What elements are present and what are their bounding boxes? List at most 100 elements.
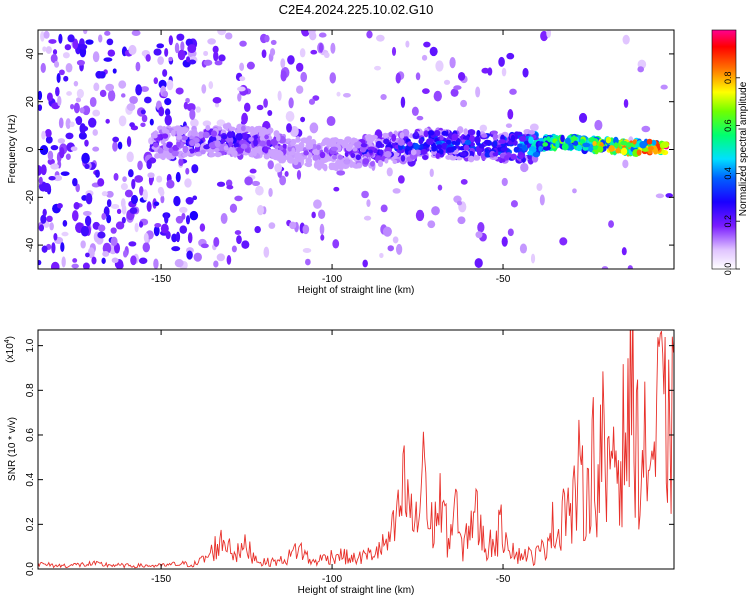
spectrogram-ridge-cell — [451, 145, 457, 151]
spectrogram-noise-cell — [501, 236, 508, 247]
spectrogram-ridge-cell — [290, 140, 296, 147]
spectrogram-noise-cell — [330, 42, 336, 54]
spectrogram-noise-cell — [162, 69, 168, 77]
spectrogram-noise-cell — [236, 235, 242, 245]
spectrogram-noise-cell — [239, 76, 246, 82]
spectrogram-noise-cell — [124, 189, 133, 198]
spectrogram-noise-cell — [164, 47, 169, 57]
spectrogram-noise-cell — [105, 118, 110, 124]
spectrogram-noise-cell — [41, 245, 48, 253]
spectrogram-ridge-cell — [420, 148, 428, 155]
spectrogram-noise-cell — [214, 102, 220, 108]
spectrogram-noise-cell — [92, 109, 101, 117]
spectrogram-noise-cell — [255, 185, 264, 196]
spectrogram-noise-cell — [226, 255, 232, 265]
spectrogram-noise-cell — [641, 125, 651, 133]
spectrogram-ridge-cell — [190, 128, 198, 137]
spectrogram-ridge-cell — [182, 153, 188, 158]
spectrogram-noise-cell — [267, 160, 274, 170]
spectrogram-noise-cell — [214, 60, 223, 66]
spectrogram-noise-cell — [382, 226, 392, 237]
colorbar-label: Normalized spectral amplitude — [738, 81, 749, 216]
spectrogram-x-ticks: -150 -100 -50 — [151, 30, 511, 285]
spectrogram-cells — [38, 30, 674, 269]
spectrogram-noise-cell — [280, 70, 287, 82]
spectrogram-noise-cell — [82, 262, 90, 269]
spectrogram-noise-cell — [105, 190, 114, 198]
spectrogram-noise-cell — [142, 189, 148, 201]
spectrogram-noise-cell — [81, 152, 90, 164]
spectrogram-noise-cell — [126, 136, 132, 147]
spectrogram-noise-cell — [95, 169, 100, 178]
spectrogram-noise-cell — [164, 98, 172, 106]
spectrogram-noise-cell — [181, 212, 186, 220]
spectrogram-noise-cell — [175, 215, 184, 224]
colorbar-tick-label: 0.8 — [723, 72, 733, 85]
spectrogram-noise-cell — [53, 174, 63, 182]
spectrogram-noise-cell — [127, 169, 134, 178]
spectrogram-noise-cell — [56, 203, 63, 209]
spectrogram-noise-cell — [50, 163, 59, 170]
spectrogram-noise-cell — [475, 231, 483, 239]
spectrogram-noise-cell — [140, 109, 146, 115]
spectrogram-noise-cell — [72, 38, 79, 50]
spectrogram-y-ticks: -40 -20 0 20 40 — [25, 48, 674, 252]
spectrogram-ridge-cell — [345, 144, 353, 152]
spectrogram-noise-cell — [67, 34, 75, 43]
spectrogram-ridge-cell — [492, 133, 498, 142]
spectrogram-noise-cell — [157, 56, 164, 65]
colorbar-tick-label: 0.6 — [723, 119, 733, 132]
spectrogram-noise-cell — [433, 90, 442, 102]
spectrogram-noise-cell — [98, 224, 106, 232]
spectrogram-ridge-cell — [228, 126, 236, 131]
spectrogram-noise-cell — [65, 153, 71, 160]
spectrogram-noise-cell — [213, 260, 219, 268]
snr-y-ticks: 0.0 0.2 0.4 0.6 0.8 1.0 — [25, 338, 674, 576]
spectrogram-ridge-cell — [561, 143, 569, 151]
spectrogram-ridge-cell — [170, 129, 176, 137]
spectrogram-y-tick-label: -20 — [25, 190, 36, 205]
spectrogram-noise-cell — [121, 216, 126, 224]
spectrogram-ridge-cell — [158, 153, 165, 159]
spectrogram-ridge-cell — [473, 154, 481, 161]
spectrogram-ridge-cell — [484, 148, 490, 153]
svg-text:(x104): (x104) — [4, 336, 16, 363]
spectrogram-noise-cell — [59, 147, 65, 159]
spectrogram-noise-cell — [126, 103, 136, 111]
spectrogram-noise-cell — [80, 240, 86, 249]
spectrogram-ridge-cell — [446, 146, 453, 153]
spectrogram-noise-cell — [460, 99, 468, 108]
spectrogram-noise-cell — [65, 118, 71, 130]
spectrogram-noise-cell — [241, 112, 248, 125]
spectrogram-noise-cell — [302, 224, 310, 235]
spectrogram-ridge-cell — [518, 135, 527, 142]
spectrogram-noise-cell — [38, 224, 45, 232]
spectrogram-ridge-cell — [323, 139, 329, 146]
spectrogram-noise-cell — [75, 116, 83, 126]
spectrogram-noise-cell — [130, 255, 137, 266]
spectrogram-noise-cell — [130, 194, 139, 205]
spectrogram-noise-cell — [89, 96, 97, 108]
spectrogram-noise-cell — [391, 46, 397, 56]
spectrogram-noise-cell — [102, 242, 112, 254]
spectrogram-ridge-cell — [524, 140, 529, 145]
spectrogram-noise-cell — [529, 123, 539, 132]
spectrogram-noise-cell — [510, 200, 518, 208]
spectrogram-noise-cell — [213, 50, 219, 62]
spectrogram-ridge-cell — [303, 150, 309, 156]
snr-x-tick-label: -100 — [322, 574, 342, 585]
spectrogram-noise-cell — [50, 53, 58, 64]
spectrogram-ridge-cell — [353, 164, 360, 169]
spectrogram-ridge-cell — [445, 139, 452, 145]
spectrogram-noise-cell — [115, 221, 125, 230]
spectrogram-noise-cell — [102, 251, 110, 257]
spectrogram-ridge-cell — [510, 134, 516, 143]
spectrogram-noise-cell — [98, 34, 103, 43]
spectrogram-ridge-cell — [467, 129, 476, 136]
spectrogram-noise-cell — [208, 81, 214, 90]
spectrogram-ridge-cell — [463, 144, 470, 152]
spectrogram-ridge-cell — [580, 138, 586, 144]
spectrogram-ridge-cell — [282, 143, 287, 149]
spectrogram-ridge-cell — [359, 145, 367, 153]
spectrogram-noise-cell — [60, 171, 70, 176]
